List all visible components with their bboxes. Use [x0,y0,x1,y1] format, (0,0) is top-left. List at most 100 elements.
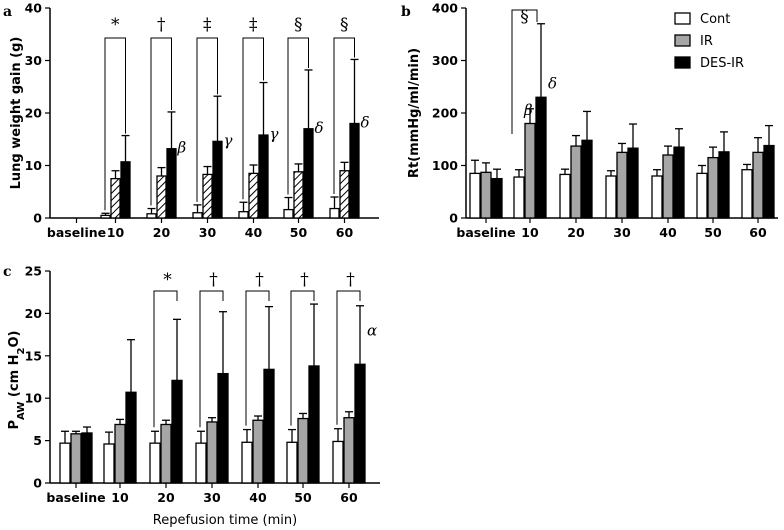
significance-bracket-a [150,37,172,206]
y-tick-label-c: 25 [25,264,42,279]
y-tick-label-c: 15 [25,348,42,363]
x-tick-label-c: 30 [203,490,221,505]
bar-a-des-ir [120,161,131,219]
significance-symbol-a: § [340,15,349,35]
bar-b-cont [605,175,617,219]
y-label-c-rest: (cm H [7,354,22,401]
bar-a-des-ir [166,148,177,219]
x-tick-label-b: 40 [659,225,677,240]
bar-c-ir [206,421,218,484]
bar-a-ir [248,172,259,219]
x-tick-label-a: 60 [336,225,354,240]
x-tick-label-a: 40 [245,225,263,240]
y-tick-label-c: 0 [33,476,42,491]
y-tick-label-a: 0 [33,211,42,226]
bar-a-cont [100,214,111,219]
y-label-c-end: O) [7,331,22,348]
bar-c-des-ir [217,372,229,484]
y-axis-label-c: PAW (cm H2O) [7,331,27,430]
bar-a-cont [192,212,203,219]
significance-symbol-c: † [346,270,355,290]
y-label-c-sub2: 2 [16,347,27,354]
x-tick-label-b: 20 [567,225,585,240]
bar-b-des-ir [491,177,503,219]
bar-b-ir [480,171,492,219]
bar-b-ir [707,156,719,219]
bar-c-des-ir [263,368,275,484]
bar-a-des-ir [258,134,269,219]
significance-bracket-a [333,37,355,194]
panel-tag-c: c [3,264,12,280]
y-label-c-sub: AW [16,402,27,420]
greek-label-a: β [177,139,187,157]
x-tick-label-b: baseline [456,225,515,240]
x-tick-label-a: 50 [290,225,308,240]
bar-c-cont [103,443,115,484]
bar-b-des-ir [581,139,593,219]
bar-c-des-ir [81,432,93,484]
x-tick-label-a: 30 [199,225,217,240]
significance-symbol-a: * [111,15,120,35]
bar-a-ir [202,173,213,219]
bar-a-ir [156,175,167,219]
legend-label-desir: DES-IR [700,56,744,71]
significance-bracket-c [153,290,178,428]
y-tick-label-a: 20 [25,106,43,121]
x-tick-label-c: 60 [340,490,358,505]
bar-c-cont [332,440,344,484]
legend-swatch-ir [674,34,691,47]
y-tick-label-b: 400 [432,1,458,16]
greek-label-b-ir: β [523,101,533,119]
bar-b-ir [570,145,582,219]
significance-bracket-c [290,290,315,426]
significance-bracket-a [196,37,218,202]
significance-symbol-c: † [300,270,309,290]
bar-a-ir [110,177,121,219]
y-tick-label-a: 40 [25,1,43,16]
legend-swatch-desir [674,56,691,69]
significance-symbol-a: § [294,15,303,35]
panel-c: 0 5 10 15 20 25 baseline 10 20 30 40 50 60 * † † † † α [25,264,380,505]
bar-b-des-ir [535,96,547,219]
bar-a-cont [238,211,249,219]
y-tick-label-c: 10 [25,391,43,406]
y-tick-label-b: 0 [449,211,458,226]
bar-b-cont [513,176,525,219]
bar-a-cont [329,207,340,219]
bar-c-des-ir [308,365,320,484]
significance-bracket-a [104,37,126,211]
bar-b-cont [741,169,753,219]
bar-c-cont [286,441,298,484]
significance-symbol-c: † [209,270,218,290]
significance-bracket-c [245,290,270,426]
x-tick-label-c: 50 [294,490,312,505]
bar-a-ir [339,170,350,219]
panel-b: 0 100 200 300 400 baseline 10 20 30 40 50 60 § βδ [432,1,778,240]
legend-label-cont: Cont [700,12,730,27]
legend-label-ir: IR [700,34,713,49]
bar-b-cont [651,175,663,219]
bar-b-ir [616,151,628,219]
y-tick-label-c: 5 [33,433,42,448]
bar-c-ir [160,423,172,484]
bar-c-cont [149,442,161,484]
x-tick-label-c: 10 [111,490,129,505]
panel-tag-b: b [401,4,411,20]
y-tick-label-b: 300 [432,53,458,68]
legend-swatch-cont [674,12,691,25]
greek-label-a: δ [361,114,370,132]
bar-c-des-ir [125,391,137,484]
bar-c-cont [195,442,207,484]
x-tick-label-c: 40 [249,490,267,505]
bar-c-cont [59,442,71,484]
y-tick-label-b: 100 [432,158,458,173]
x-tick-label-c: 20 [157,490,175,505]
bar-b-ir [752,151,764,219]
y-axis-label-a: Lung weight gain (g) [9,37,24,190]
panel-tag-a: a [3,4,12,20]
bar-b-cont [559,173,571,219]
bar-a-des-ir [349,122,360,219]
y-tick-label-a: 30 [25,53,43,68]
bar-c-des-ir [171,379,183,484]
